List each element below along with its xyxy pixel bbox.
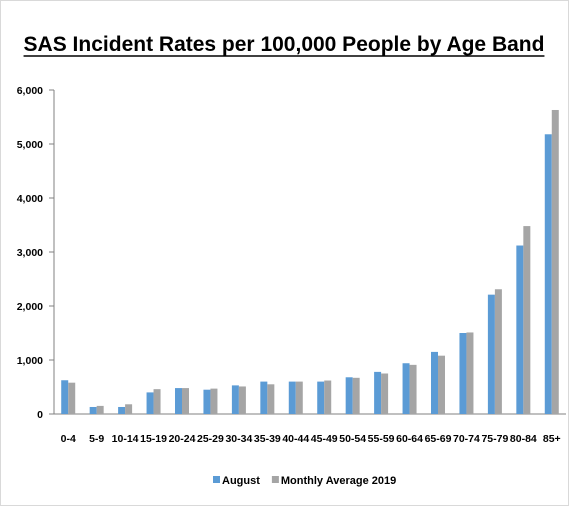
x-tick-label: 25-29	[197, 433, 224, 445]
bar-monthly-average-2019-25-29	[210, 388, 218, 414]
y-tick-label: 0	[37, 409, 43, 421]
bar-august-45-49	[317, 381, 325, 414]
bar-august-70-74	[459, 333, 467, 414]
x-tick-label: 65-69	[425, 433, 452, 445]
bar-august-30-34	[231, 385, 239, 414]
y-axis: 0 1,000 2,000 3,000 4,000 5,000 6,000	[17, 85, 55, 421]
bar-august-10-14	[118, 406, 126, 414]
bar-august-85+	[544, 134, 552, 414]
legend-label: Monthly Average 2019	[281, 475, 396, 487]
bar-monthly-average-2019-85+	[551, 109, 559, 414]
bar-august-0-4	[61, 380, 69, 414]
bar-monthly-average-2019-75-79	[494, 289, 502, 414]
bar-august-65-69	[431, 351, 438, 414]
bar-monthly-average-2019-50-54	[352, 377, 360, 414]
x-tick-label: 70-74	[453, 433, 480, 445]
chart-title: SAS Incident Rates per 100,000 People by…	[24, 33, 545, 56]
bar-monthly-average-2019-45-49	[324, 380, 332, 414]
y-tick-label: 2,000	[17, 301, 43, 313]
x-tick-label: 75-79	[481, 433, 508, 445]
y-tick-label: 3,000	[17, 247, 43, 259]
bar-august-25-29	[203, 389, 211, 414]
bar-august-20-24	[175, 388, 182, 414]
y-tick-label: 1,000	[17, 355, 43, 367]
bar-monthly-average-2019-5-9	[96, 405, 104, 414]
x-tick-label: 50-54	[339, 433, 366, 445]
legend: August Monthly Average 2019	[213, 475, 396, 487]
legend-swatch	[271, 476, 279, 483]
bar-monthly-average-2019-60-64	[409, 364, 417, 414]
bar-august-50-54	[345, 377, 353, 414]
bar-monthly-average-2019-80-84	[523, 226, 531, 414]
x-tick-label: 5-9	[89, 433, 104, 445]
bars	[61, 109, 559, 414]
bar-monthly-average-2019-10-14	[125, 404, 133, 414]
y-tick-label: 5,000	[17, 139, 43, 151]
bar-august-40-44	[288, 381, 296, 414]
bar-august-35-39	[260, 381, 268, 414]
bar-august-60-64	[402, 363, 410, 414]
x-tick-label: 85+	[543, 433, 561, 445]
bar-august-15-19	[146, 392, 154, 414]
bar-monthly-average-2019-40-44	[295, 381, 303, 414]
x-tick-label: 35-39	[254, 433, 281, 445]
x-tick-label: 55-59	[368, 433, 395, 445]
bar-monthly-average-2019-70-74	[466, 332, 474, 414]
legend-label: August	[222, 475, 260, 487]
x-tick-label: 0-4	[61, 433, 76, 445]
y-tick-label: 4,000	[17, 193, 43, 205]
bar-monthly-average-2019-35-39	[267, 384, 275, 414]
bar-monthly-average-2019-20-24	[182, 388, 189, 414]
bar-august-80-84	[516, 245, 524, 414]
x-tick-label: 45-49	[311, 433, 338, 445]
x-axis: 0-4 5-9 10-14 15-19 20-24 25-29 30-34 35-39 40-4…	[54, 413, 566, 445]
bar-monthly-average-2019-55-59	[381, 373, 389, 414]
bar-monthly-average-2019-15-19	[153, 389, 161, 414]
bar-monthly-average-2019-65-69	[438, 355, 445, 414]
x-tick-label: 40-44	[282, 433, 309, 445]
x-tick-label: 60-64	[396, 433, 423, 445]
x-tick-label: 80-84	[510, 433, 537, 445]
bar-august-5-9	[89, 406, 97, 414]
bar-august-55-59	[374, 371, 382, 414]
x-tick-label: 10-14	[112, 433, 139, 445]
bar-monthly-average-2019-30-34	[238, 386, 246, 414]
y-tick-label: 6,000	[17, 85, 43, 97]
legend-swatch	[213, 476, 220, 483]
x-tick-label: 30-34	[225, 433, 252, 445]
x-tick-label: 15-19	[140, 433, 167, 445]
bar-monthly-average-2019-0-4	[68, 382, 76, 414]
bar-august-75-79	[487, 294, 495, 414]
x-tick-label: 20-24	[169, 433, 196, 445]
